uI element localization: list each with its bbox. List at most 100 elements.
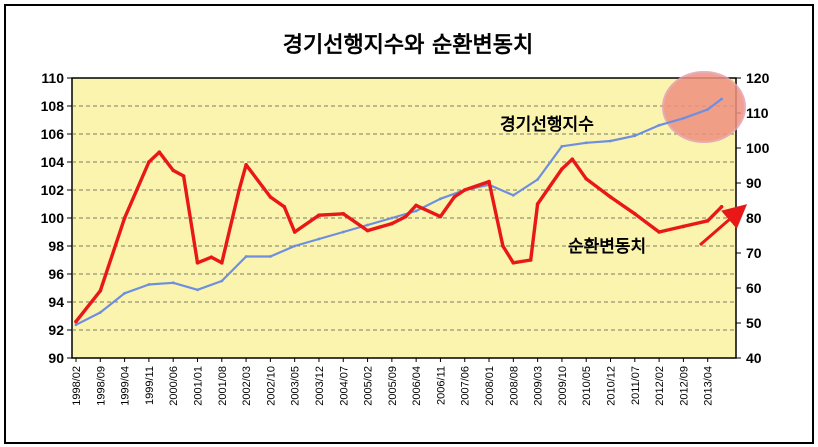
x-tick-label: 2001/01 [192, 366, 204, 406]
left-tick-label: 96 [48, 266, 64, 282]
point-cyclical-component [365, 228, 370, 233]
annotation-leading-index: 경기선행지수 [500, 115, 594, 135]
point-leading-index [439, 197, 442, 201]
right-tick-label: 80 [746, 210, 762, 226]
point-leading-index [196, 288, 199, 292]
x-tick-label: 2010/12 [606, 366, 618, 406]
point-leading-index [720, 97, 723, 101]
x-tick-label: 2005/02 [363, 366, 375, 406]
x-tick-label: 2002/03 [241, 366, 253, 406]
point-cyclical-component [98, 289, 103, 293]
left-tick-label: 110 [41, 70, 64, 86]
point-cyclical-component [501, 244, 505, 248]
left-tick-label: 94 [48, 294, 64, 310]
x-tick-label: 2007/06 [460, 366, 472, 406]
point-cyclical-component [122, 216, 127, 220]
point-leading-index [269, 255, 272, 258]
point-cyclical-component [452, 195, 457, 199]
grid-lines [72, 105, 736, 331]
left-tick-label: 104 [41, 154, 65, 170]
x-tick-label: 1998/02 [71, 366, 83, 406]
point-cyclical-component [171, 168, 175, 173]
x-tick-label: 2003/12 [314, 366, 326, 406]
left-tick-label: 92 [48, 322, 64, 338]
x-tick-label: 2006/04 [411, 366, 423, 406]
point-leading-index [706, 108, 710, 111]
point-leading-index [244, 255, 248, 258]
point-cyclical-component [657, 230, 661, 234]
point-cyclical-component [528, 258, 533, 262]
left-tick-label: 100 [41, 210, 65, 226]
point-leading-index [536, 178, 539, 181]
x-tick-label: 2008/01 [484, 366, 496, 406]
x-tick-label: 2000/06 [168, 366, 180, 406]
right-tick-label: 120 [746, 70, 770, 86]
point-leading-index [123, 291, 126, 295]
x-tick-label: 2005/09 [387, 366, 399, 406]
point-cyclical-component [181, 174, 186, 178]
point-cyclical-component [317, 213, 321, 217]
x-tick-label: 1999/11 [144, 366, 156, 405]
chart-title: 경기선행지수와 순환변동치 [283, 33, 534, 58]
point-cyclical-component [237, 188, 241, 192]
right-tick-label: 100 [746, 140, 770, 156]
right-tick-label: 50 [746, 315, 762, 331]
x-tick-label: 1999/04 [120, 366, 132, 406]
point-cyclical-component [209, 255, 214, 259]
right-tick-label: 90 [746, 175, 762, 191]
point-cyclical-component [487, 179, 491, 184]
point-cyclical-component [633, 212, 637, 216]
point-leading-index [317, 237, 321, 241]
point-leading-index [682, 116, 685, 120]
point-leading-index [584, 141, 588, 145]
left-tick-label: 98 [48, 238, 64, 254]
point-cyclical-component [220, 261, 224, 265]
highlight-circle [662, 71, 746, 143]
point-cyclical-component [681, 224, 686, 229]
point-cyclical-component [282, 205, 287, 209]
series-line-leading-index [74, 97, 723, 326]
right-tick-label: 70 [746, 245, 762, 261]
point-cyclical-component [535, 202, 540, 206]
point-cyclical-component [511, 261, 516, 265]
x-tick-label: 2011/07 [630, 366, 642, 405]
point-cyclical-component [157, 150, 162, 154]
left-tick-label: 108 [41, 98, 65, 114]
x-tick-label: 2012/02 [654, 366, 666, 406]
point-leading-index [171, 281, 175, 285]
x-tick-label: 2009/03 [533, 366, 545, 406]
annotation-cyclical-component: 순환변동치 [568, 237, 646, 257]
x-tick-label: 2006/11 [435, 366, 447, 405]
x-tick-label: 2010/05 [581, 366, 593, 406]
point-leading-index [98, 311, 102, 314]
point-cyclical-component [390, 221, 394, 226]
point-leading-index [293, 244, 297, 248]
point-leading-index [390, 216, 394, 220]
point-cyclical-component [292, 230, 297, 234]
point-cyclical-component [584, 177, 588, 181]
x-tick-label: 2013/04 [703, 366, 715, 406]
x-tick-label: 2001/08 [217, 366, 229, 406]
x-tick-label: 2009/10 [557, 366, 569, 406]
left-tick-label: 90 [48, 350, 64, 366]
x-tick-label: 2002/10 [265, 366, 277, 406]
point-cyclical-component [244, 163, 248, 167]
point-leading-index [147, 283, 151, 286]
right-tick-label: 40 [746, 350, 762, 366]
point-leading-index [560, 144, 564, 148]
left-tick-label: 102 [41, 182, 65, 198]
point-leading-index [341, 230, 345, 234]
point-leading-index [220, 279, 224, 283]
x-tick-label: 2003/05 [290, 366, 302, 406]
x-tick-label: 2008/08 [508, 366, 520, 406]
left-tick-label: 106 [41, 126, 65, 142]
point-cyclical-component [268, 195, 273, 199]
trend-arrow [699, 204, 748, 247]
right-tick-label: 60 [746, 280, 762, 296]
point-cyclical-component [560, 167, 564, 171]
point-leading-index [609, 139, 612, 143]
point-leading-index [414, 209, 418, 213]
point-cyclical-component [147, 160, 151, 164]
point-cyclical-component [462, 188, 467, 192]
